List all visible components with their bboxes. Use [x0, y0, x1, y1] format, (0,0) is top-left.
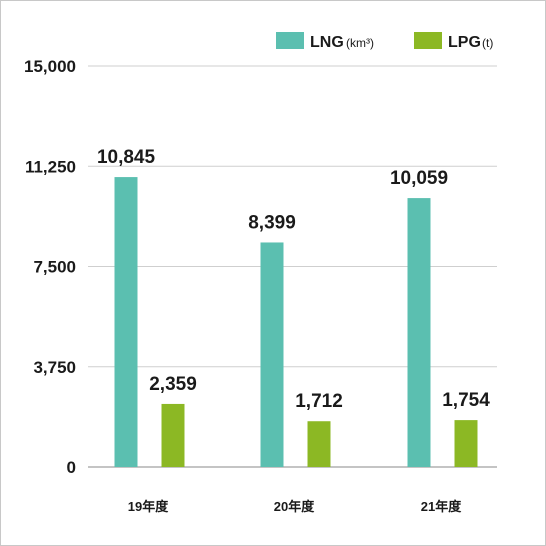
data-label-lpg-1: 1,712	[295, 391, 343, 412]
bar-lng-1	[260, 242, 284, 467]
legend: LNG (km³) LPG (t)	[276, 32, 493, 51]
y-tick-label: 3,750	[33, 358, 76, 377]
bar-lpg-2	[454, 420, 478, 467]
bar-lpg-0	[161, 403, 185, 467]
x-axis-ticks: 19年度 20年度 21年度	[128, 499, 462, 514]
y-tick-label: 7,500	[33, 258, 76, 277]
legend-label-lpg: LPG	[448, 34, 481, 51]
x-tick-label: 20年度	[274, 499, 315, 514]
data-label-lpg-0: 2,359	[149, 374, 197, 395]
y-tick-label: 0	[67, 458, 76, 477]
y-tick-label: 15,000	[24, 57, 76, 76]
legend-unit-lpg: (t)	[482, 36, 493, 50]
grid-lines	[88, 65, 497, 468]
bar-lng-0	[114, 177, 138, 467]
data-label-lng-1: 8,399	[248, 212, 296, 233]
legend-unit-lng: (km³)	[346, 36, 374, 50]
bar-lpg-1	[307, 421, 331, 467]
x-tick-label: 21年度	[421, 499, 462, 514]
data-label-lpg-2: 1,754	[442, 390, 490, 411]
data-label-lng-2: 10,059	[390, 168, 448, 189]
data-labels: 10,845 2,359 8,399 1,712 10,059 1,754	[97, 147, 490, 412]
legend-swatch-lng	[276, 32, 304, 49]
legend-swatch-lpg	[414, 32, 442, 49]
bars	[114, 177, 478, 467]
x-tick-label: 19年度	[128, 499, 169, 514]
y-axis-ticks: 0 3,750 7,500 11,250 15,000	[24, 57, 76, 477]
legend-label-lng: LNG	[310, 34, 344, 51]
data-label-lng-0: 10,845	[97, 147, 156, 168]
y-tick-label: 11,250	[25, 157, 76, 176]
bar-lng-2	[407, 198, 431, 467]
